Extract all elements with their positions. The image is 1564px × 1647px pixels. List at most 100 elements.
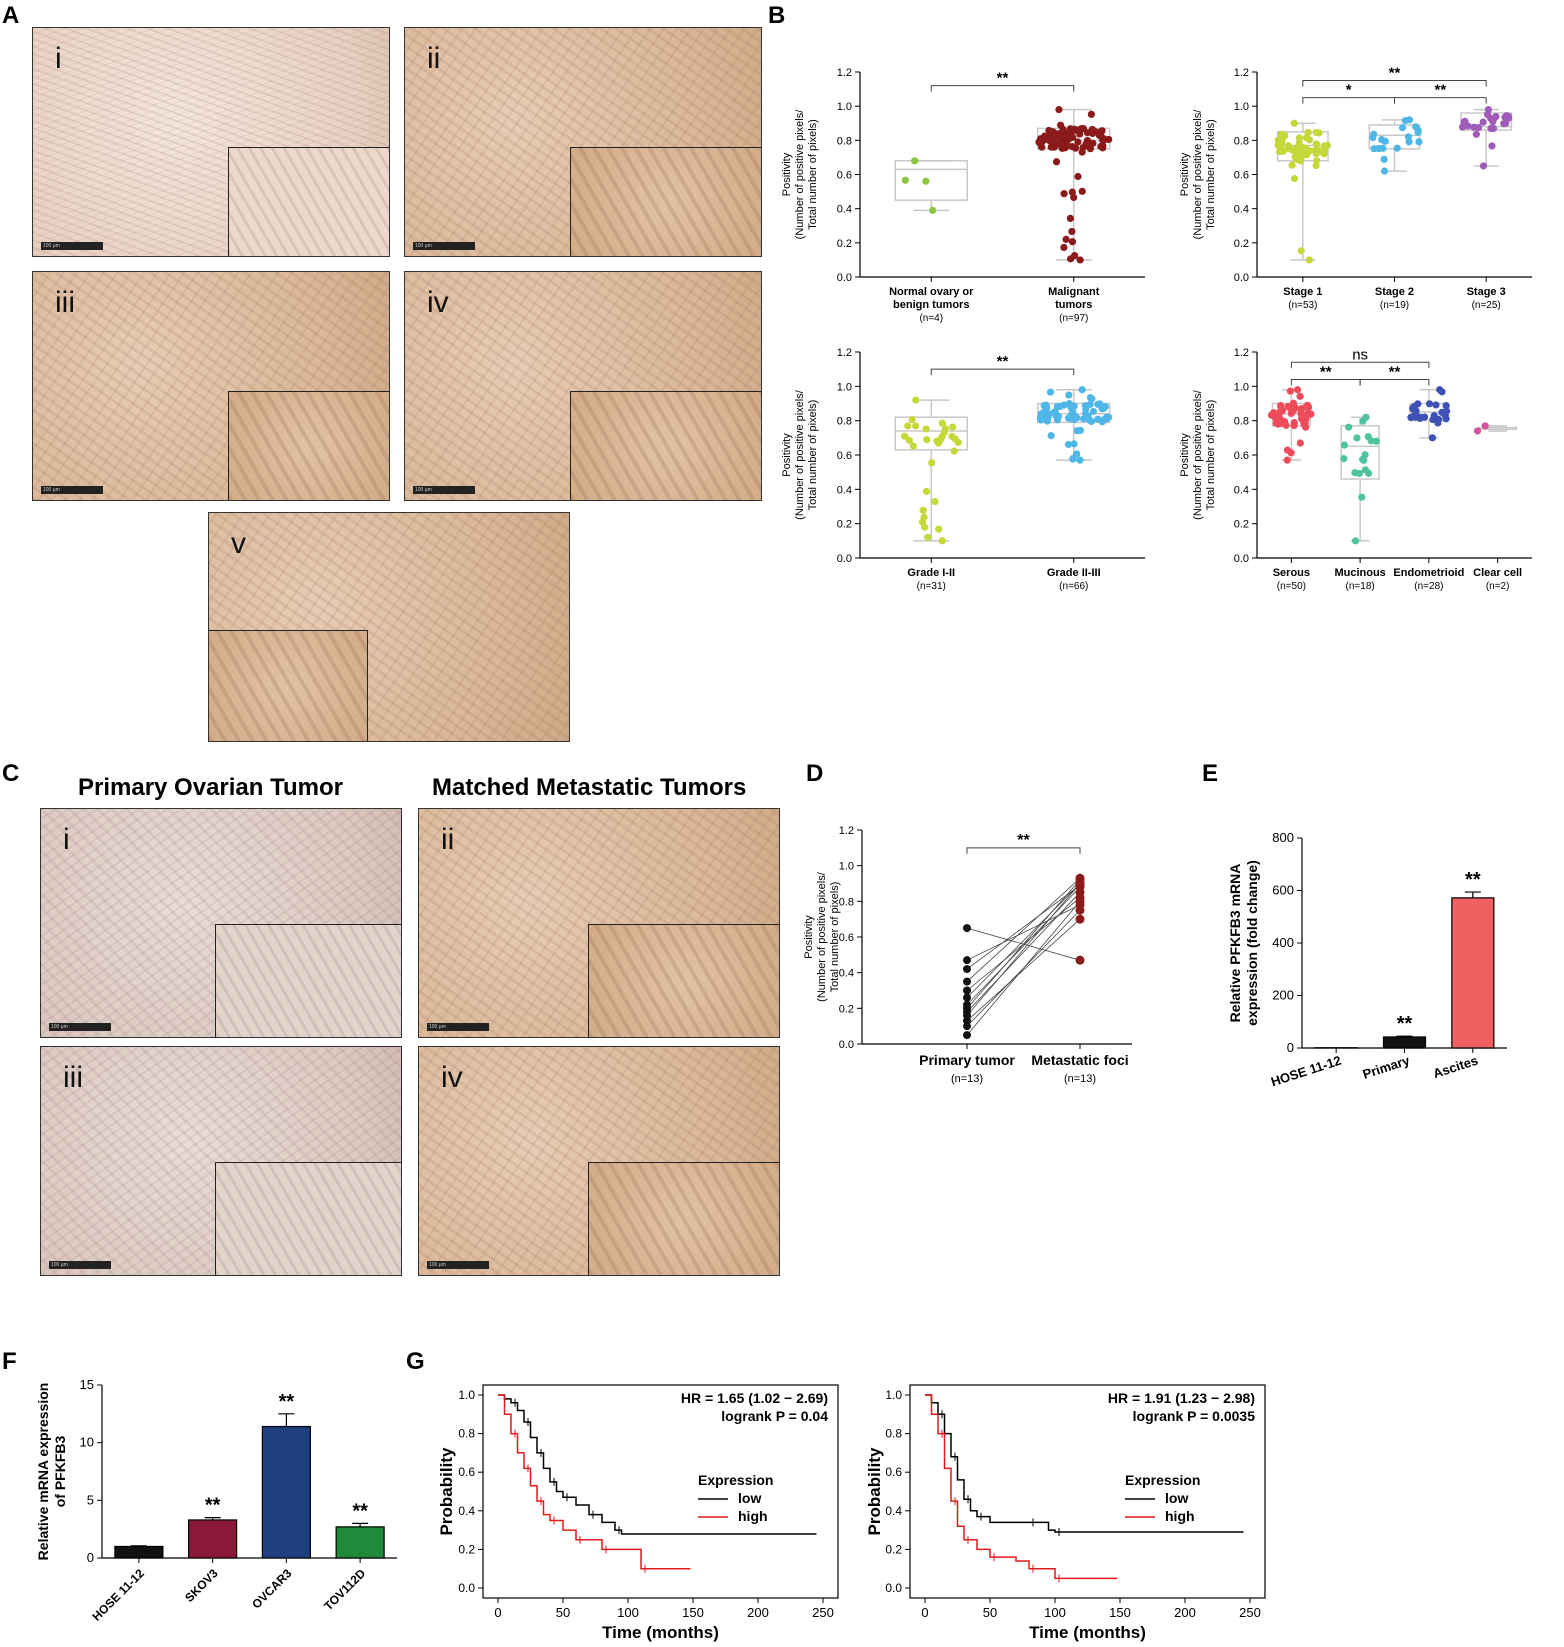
data-point bbox=[924, 533, 932, 541]
data-point bbox=[911, 157, 919, 165]
y-tick-label: 0.0 bbox=[1234, 272, 1249, 284]
micrograph-a-i: i 100 µm bbox=[32, 27, 390, 257]
hr-annotation: HR = 1.91 (1.23 − 2.98) bbox=[1108, 1390, 1255, 1406]
data-point bbox=[1068, 227, 1076, 236]
x-tick-label: Primary tumor bbox=[919, 1052, 1015, 1068]
data-point bbox=[949, 423, 957, 431]
x-tick-sublabel: (n=53) bbox=[1288, 300, 1317, 311]
y-axis-label: Positivity bbox=[1179, 152, 1191, 196]
bar bbox=[114, 1545, 164, 1559]
data-point bbox=[950, 447, 958, 455]
significance-label: ** bbox=[1320, 363, 1332, 380]
data-point bbox=[922, 487, 931, 496]
micrograph-inset bbox=[209, 630, 368, 741]
data-point bbox=[951, 435, 959, 443]
micrograph-c-ii: ii 100 µm bbox=[418, 808, 780, 1038]
y-tick-label: 10 bbox=[80, 1435, 94, 1450]
micrograph-label: iii bbox=[55, 286, 75, 319]
scale-bar: 100 µm bbox=[49, 1023, 111, 1031]
x-axis-label: Time (months) bbox=[1029, 1623, 1146, 1642]
legend-title: Expression bbox=[1125, 1472, 1200, 1488]
y-tick-label: 0.4 bbox=[458, 1504, 475, 1518]
x-tick-sublabel: (n=2) bbox=[1486, 581, 1510, 592]
y-axis-label: Total number of pixels) bbox=[1205, 400, 1217, 511]
data-point bbox=[1083, 129, 1092, 137]
data-point bbox=[923, 436, 931, 444]
y-tick-label: 1.2 bbox=[1234, 67, 1249, 79]
data-point bbox=[1288, 161, 1296, 169]
data-point bbox=[1305, 403, 1313, 411]
y-tick-label: 0.8 bbox=[458, 1427, 475, 1441]
micrograph-inset bbox=[570, 391, 761, 500]
y-axis-label: Positivity bbox=[803, 915, 815, 959]
data-point bbox=[1098, 127, 1106, 135]
data-point bbox=[922, 177, 930, 185]
data-point bbox=[901, 432, 909, 440]
data-point bbox=[1098, 418, 1106, 426]
significance-bracket bbox=[1302, 80, 1487, 87]
data-point bbox=[1069, 455, 1077, 463]
data-point bbox=[1340, 455, 1348, 463]
significance-bracket bbox=[930, 368, 1075, 376]
metastatic-tumor-title: Matched Metastatic Tumors bbox=[432, 774, 747, 801]
data-point bbox=[1361, 466, 1370, 474]
data-point bbox=[1280, 132, 1288, 141]
data-point bbox=[1070, 193, 1078, 202]
x-tick-sublabel: (n=31) bbox=[917, 581, 946, 592]
y-tick-label: 0.4 bbox=[839, 968, 854, 980]
y-tick-label: 0.8 bbox=[837, 416, 852, 428]
y-tick-label: 0.8 bbox=[1234, 135, 1249, 147]
x-tick-label: Clear cell bbox=[1473, 567, 1522, 579]
panel-letter-c: C bbox=[2, 760, 20, 787]
data-point bbox=[1275, 147, 1284, 156]
significance-label: ** bbox=[1434, 82, 1446, 99]
y-tick-label: 0.6 bbox=[837, 450, 852, 462]
data-point bbox=[1074, 172, 1082, 181]
data-point bbox=[1361, 451, 1369, 459]
data-point bbox=[1074, 138, 1082, 146]
x-tick-label: 200 bbox=[747, 1605, 769, 1620]
data-point bbox=[1081, 402, 1090, 410]
primary-tumor-title: Primary Ovarian Tumor bbox=[78, 774, 343, 801]
data-point-primary bbox=[963, 965, 971, 974]
significance-bracket bbox=[1394, 97, 1487, 104]
legend-label-high: high bbox=[1165, 1508, 1195, 1524]
data-point bbox=[1297, 247, 1305, 255]
plot-frame bbox=[909, 1384, 1266, 1599]
y-tick-label: 0.2 bbox=[885, 1542, 902, 1556]
data-point bbox=[1314, 146, 1322, 154]
y-tick-label: 0.4 bbox=[1234, 204, 1249, 216]
pair-line bbox=[966, 892, 1081, 1013]
y-tick-label: 1.2 bbox=[1234, 347, 1249, 359]
data-point bbox=[1442, 401, 1450, 410]
data-point-primary bbox=[963, 977, 971, 986]
data-point bbox=[1057, 121, 1065, 129]
data-point bbox=[1320, 150, 1328, 158]
y-tick-label: 0.0 bbox=[1234, 553, 1249, 565]
y-tick-label: 0.8 bbox=[1234, 416, 1249, 428]
data-point bbox=[1061, 142, 1069, 150]
data-point bbox=[1442, 415, 1450, 423]
micrograph-label: v bbox=[231, 527, 246, 560]
data-point bbox=[1276, 407, 1284, 415]
data-point bbox=[1043, 133, 1052, 141]
x-tick-label: 150 bbox=[1109, 1605, 1131, 1620]
micrograph-c-iv: iv 100 µm bbox=[418, 1046, 780, 1276]
data-point bbox=[929, 206, 937, 214]
data-point bbox=[1062, 235, 1070, 243]
y-axis-label: Relative mRNA expression bbox=[35, 1383, 51, 1561]
data-point bbox=[1428, 434, 1437, 442]
data-point bbox=[1283, 446, 1292, 454]
y-axis-label: (Number of positive pixels/ bbox=[1192, 389, 1204, 520]
y-axis-label: (Number of positive pixels/ bbox=[794, 109, 806, 240]
data-point bbox=[1369, 133, 1377, 142]
y-tick-label: 800 bbox=[1272, 830, 1294, 845]
x-tick-label: 150 bbox=[682, 1605, 704, 1620]
legend-title: Expression bbox=[698, 1472, 773, 1488]
x-tick-sublabel: (n=50) bbox=[1277, 581, 1306, 592]
y-tick-label: 1.0 bbox=[839, 861, 854, 873]
km-curve-high bbox=[925, 1394, 1118, 1580]
y-tick-label: 0.4 bbox=[885, 1504, 902, 1518]
data-point bbox=[935, 525, 943, 533]
km-curve-high bbox=[498, 1394, 691, 1570]
